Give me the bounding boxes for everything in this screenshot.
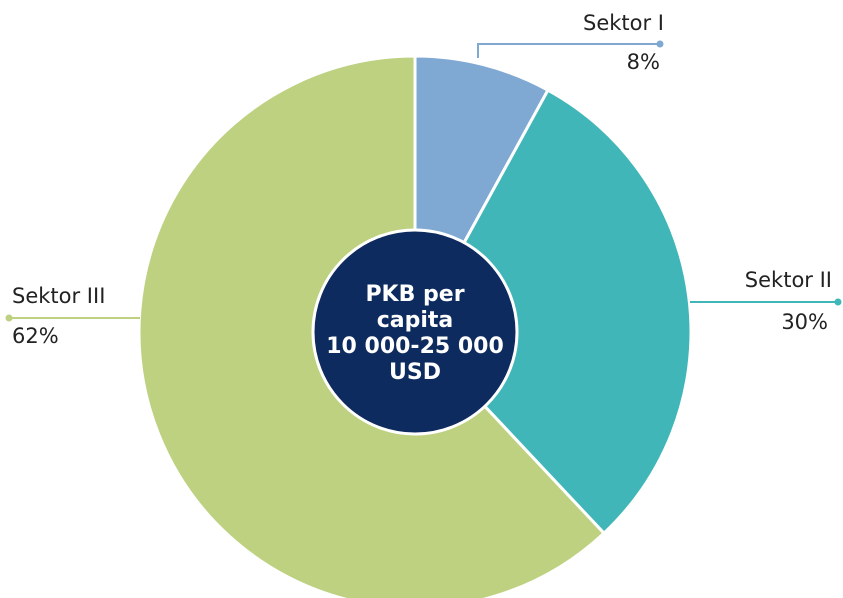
- leader-dot: [656, 40, 664, 48]
- leader-line: [477, 43, 660, 58]
- leader-dot: [5, 314, 13, 322]
- value-label: 30%: [781, 310, 828, 334]
- center-label: capita: [377, 308, 454, 333]
- center-label: 10 000-25 000: [326, 334, 504, 359]
- leader-dot: [834, 298, 842, 306]
- value-label: 8%: [627, 50, 660, 74]
- pie-slice: [413, 88, 693, 536]
- slice-label: Sektor I: [583, 11, 664, 35]
- center-label: PKB per: [365, 282, 464, 307]
- slice-label: Sektor III: [12, 284, 105, 308]
- center-circle: [311, 228, 519, 436]
- value-label: 62%: [12, 324, 59, 348]
- slice-label: Sektor II: [745, 268, 832, 292]
- center-label: USD: [389, 360, 441, 385]
